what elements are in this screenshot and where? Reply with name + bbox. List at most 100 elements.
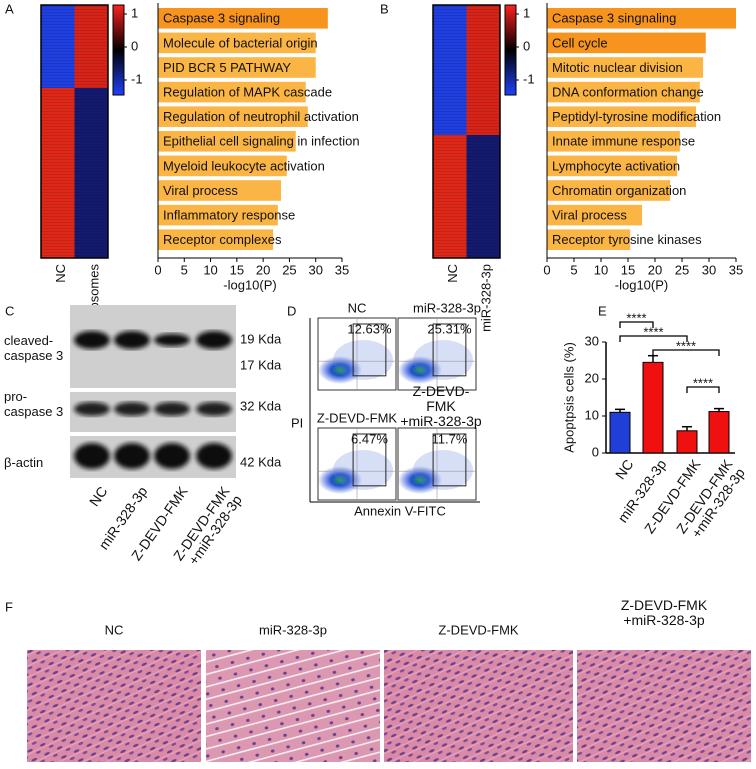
bar-label: Mitotic nuclear division	[552, 60, 683, 75]
blot-row-label: pro- caspase 3	[4, 389, 64, 419]
bar-label: Receptor tyrosine kinases	[552, 232, 702, 247]
blot-band	[74, 402, 110, 416]
heatmap-texture	[41, 5, 108, 258]
color-scale	[504, 4, 517, 96]
bar	[547, 8, 736, 29]
bar-label: Cell cycle	[552, 35, 608, 50]
bar	[547, 32, 706, 54]
cell-population	[318, 356, 362, 384]
cell-scatter	[413, 450, 473, 490]
bar-label: Inflammatory response	[163, 208, 295, 223]
gate	[352, 323, 387, 377]
x-tick-label: 5	[570, 262, 577, 277]
panel-label: A	[5, 1, 14, 16]
y-tick-label: 30	[585, 333, 599, 348]
gate-percentage: 12.63%	[347, 321, 392, 336]
blot-band	[196, 402, 232, 416]
x-tick-label: 20	[648, 262, 662, 277]
cell-population	[398, 356, 442, 384]
condition-label: miR-328-3p	[479, 264, 494, 332]
blot-band	[154, 402, 190, 416]
significance-bracket	[652, 349, 720, 356]
significance-label: ****	[693, 375, 713, 390]
bar	[642, 361, 664, 454]
bar	[676, 430, 698, 454]
gate-percentage: 25.31%	[427, 321, 472, 336]
bar-label: PID BCR 5 PATHWAY	[163, 60, 291, 75]
bar-label: Viral process	[552, 208, 627, 223]
bar	[547, 131, 680, 152]
blot-row-label: cleaved- caspase 3	[4, 333, 64, 363]
x-tick-label: 30	[308, 262, 322, 277]
significance-label: ****	[626, 310, 646, 325]
bar	[547, 106, 697, 127]
heatmap-texture	[433, 5, 500, 258]
bar	[547, 81, 700, 103]
gate-percentage: 6.47%	[351, 431, 388, 446]
bar-label: Chromatin organization	[552, 183, 686, 198]
bar	[547, 204, 643, 226]
bar	[158, 57, 316, 78]
bar-label: Innate immune response	[552, 134, 695, 149]
bar	[158, 180, 282, 201]
scale-tick-label: 1	[523, 5, 530, 20]
x-tick-label: 35	[729, 262, 743, 277]
bar	[547, 180, 671, 201]
scale-tick-label: 1	[131, 5, 138, 20]
bar-label: Regulation of neutrophil activation	[163, 109, 359, 124]
bar	[158, 131, 296, 152]
significance-bracket	[619, 321, 654, 328]
panel-label: F	[5, 599, 13, 614]
bar	[547, 155, 678, 177]
bar-label: Regulation of MAPK cascade	[163, 85, 332, 100]
molecular-weight: 42 Kda	[240, 454, 282, 469]
bar-label: Caspase 3 signaling	[163, 11, 280, 26]
cell-scatter	[413, 340, 473, 380]
molecular-weight: 17 Kda	[240, 357, 282, 372]
significance-bracket	[619, 335, 688, 342]
gate	[432, 323, 467, 377]
x-tick-label: 10	[203, 262, 217, 277]
bar-label: Viral process	[163, 183, 238, 198]
blot-band	[196, 331, 232, 349]
bar	[158, 8, 328, 29]
bar	[158, 204, 278, 226]
x-tick-label: 0	[154, 262, 161, 277]
bar	[158, 229, 274, 250]
significance-label: ****	[676, 338, 696, 353]
y-tick-label: 0	[592, 444, 599, 459]
image-title: Z-DEVD-FMK	[438, 622, 518, 637]
blot-row-label: β-actin	[4, 455, 44, 470]
gate	[352, 433, 387, 487]
scale-tick-label: -1	[131, 71, 143, 86]
scale-tick-label: 0	[131, 38, 138, 53]
histology-image	[27, 650, 201, 762]
blot-band	[196, 443, 232, 469]
image-title: Z-DEVD-FMK +miR-328-3p	[620, 597, 708, 628]
bar-label: Caspase 3 singnaling	[552, 11, 676, 26]
x-tick-label: 0	[543, 262, 550, 277]
image-title: miR-328-3p	[259, 622, 327, 637]
bar-label: Receptor complexes	[163, 232, 282, 247]
condition-label: NC	[53, 264, 68, 283]
molecular-weight: 19 Kda	[240, 331, 282, 346]
y-axis-title: Apoptpsis cells (%)	[561, 342, 576, 453]
bar-label: Molecule of bacterial origin	[163, 35, 318, 50]
bar	[547, 229, 631, 250]
cell-scatter	[333, 340, 393, 380]
bar-label: Peptidyl-tyrosine modification	[552, 109, 721, 124]
x-tick-label: 20	[256, 262, 270, 277]
plot-title: Z-DEVD-FMK	[317, 410, 397, 425]
bar	[609, 411, 631, 454]
condition-label: NC	[445, 264, 460, 283]
y-tick-label: 20	[585, 370, 599, 385]
blot-band	[74, 331, 110, 349]
gate-percentage: 11.7%	[432, 431, 468, 446]
panel-label: B	[380, 1, 389, 16]
x-tick-label: 25	[282, 262, 296, 277]
x-tick-label: 30	[702, 262, 716, 277]
plot-title: NC	[348, 300, 367, 315]
bar	[708, 411, 730, 454]
bar-label: Myeloid leukocyte activation	[163, 158, 325, 173]
